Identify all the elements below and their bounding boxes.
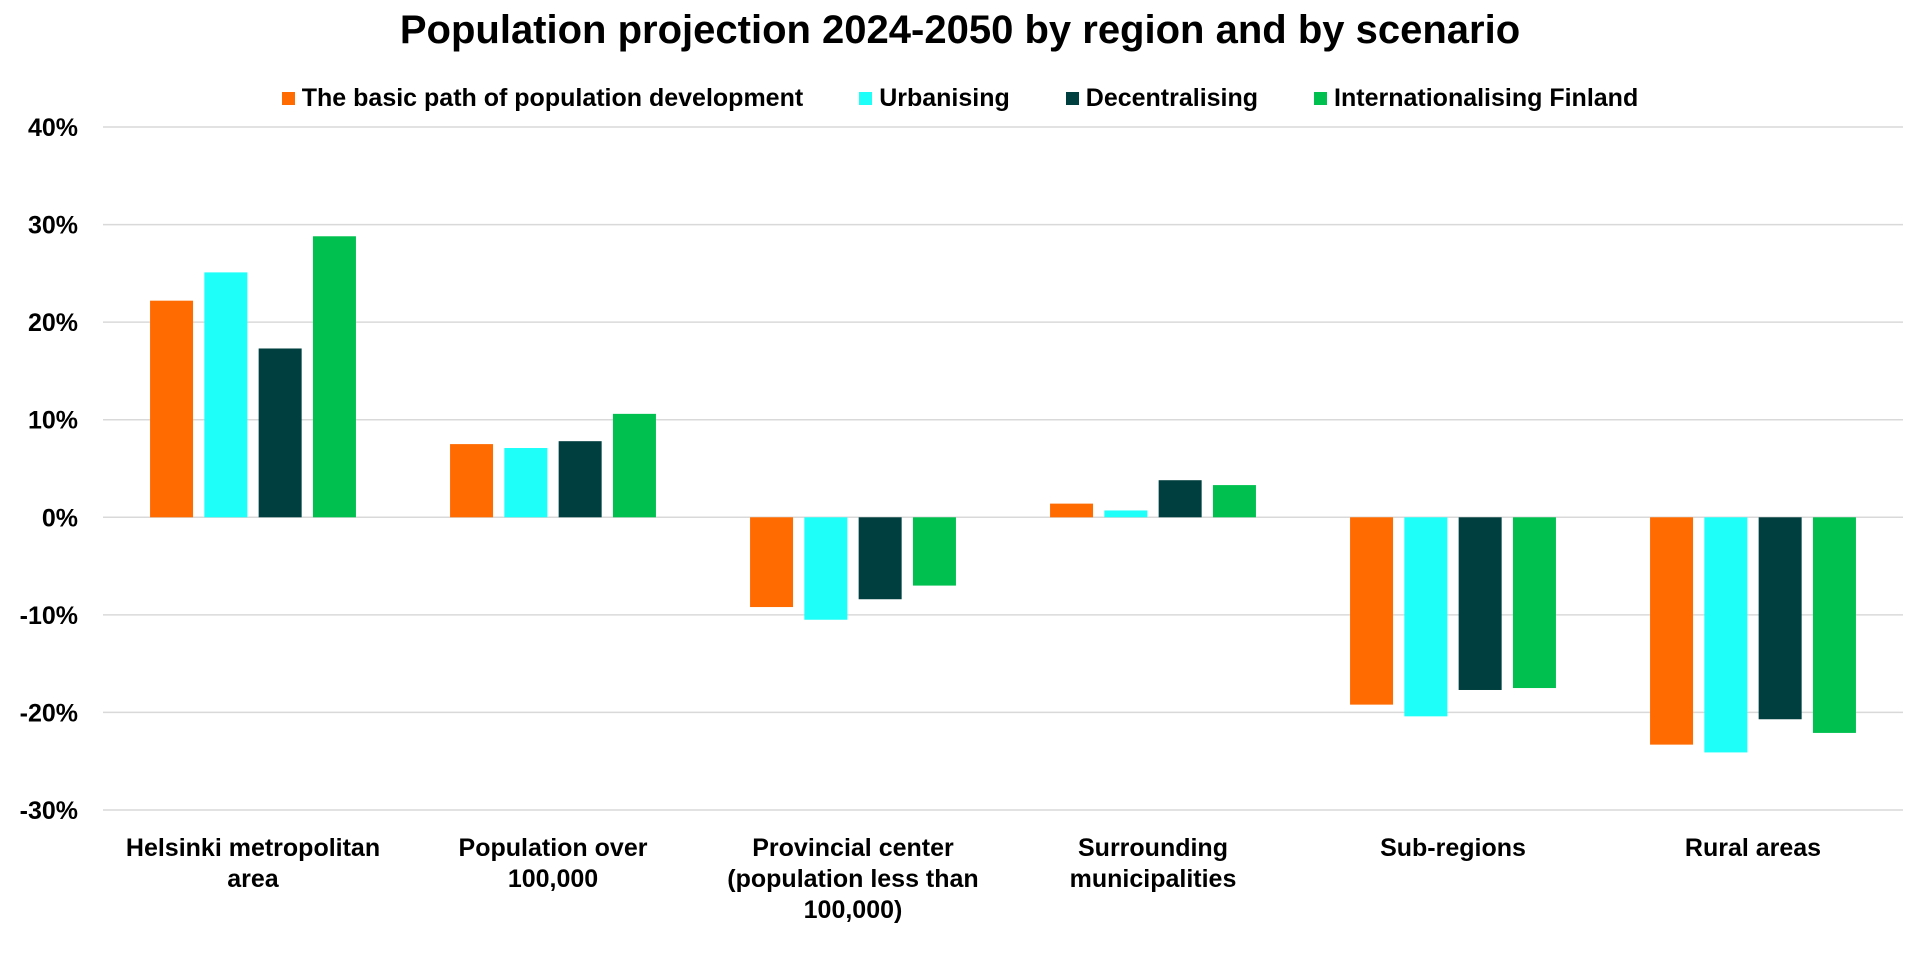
x-tick-label: Sub-regions bbox=[1303, 833, 1603, 864]
bar bbox=[912, 517, 956, 586]
x-tick-label-line: Provincial center bbox=[752, 834, 954, 862]
bar bbox=[450, 444, 494, 518]
bar bbox=[750, 517, 794, 608]
x-tick-label-line: Rural areas bbox=[1684, 834, 1822, 862]
legend-item-internationalising: Internationalising Finland bbox=[1314, 84, 1638, 113]
bar bbox=[1812, 517, 1856, 733]
bar bbox=[804, 517, 848, 620]
bar bbox=[1704, 517, 1748, 753]
x-tick-label-line: 100,000 bbox=[507, 865, 599, 893]
y-tick-label: 0% bbox=[42, 504, 78, 532]
legend-label: Decentralising bbox=[1085, 84, 1259, 112]
legend-item-basic-path: The basic path of population development bbox=[281, 84, 804, 113]
bar bbox=[150, 300, 194, 518]
x-tick-label-line: area bbox=[227, 865, 279, 893]
bar bbox=[1458, 517, 1502, 690]
bar bbox=[558, 441, 602, 518]
x-tick-label-line: Surrounding bbox=[1078, 834, 1228, 862]
y-tick-label: 20% bbox=[28, 309, 78, 337]
legend-item-urbanising: Urbanising bbox=[859, 84, 1010, 113]
legend-swatch bbox=[1065, 92, 1079, 105]
y-axis: -30% -20% -10% 0% 10% 20% 30% 40% bbox=[20, 114, 78, 825]
y-tick-label: 30% bbox=[28, 212, 78, 240]
bar bbox=[1350, 517, 1394, 705]
x-tick-label-line: municipalities bbox=[1069, 865, 1237, 893]
x-tick-label-line: Sub-regions bbox=[1380, 834, 1526, 862]
x-tick-label-line: (population less than bbox=[727, 865, 979, 893]
bar bbox=[312, 236, 356, 518]
legend-label: The basic path of population development bbox=[301, 84, 804, 112]
legend-swatch bbox=[281, 92, 295, 105]
bar bbox=[1512, 517, 1556, 689]
legend-label: Urbanising bbox=[879, 84, 1010, 112]
legend-swatch bbox=[859, 92, 873, 105]
bar bbox=[1212, 485, 1256, 518]
bar bbox=[1104, 510, 1148, 518]
x-tick-label-line: 100,000) bbox=[803, 896, 903, 924]
bar bbox=[612, 413, 656, 518]
bar bbox=[858, 517, 902, 600]
bars bbox=[150, 236, 1856, 753]
x-tick-label: Rural areas bbox=[1603, 833, 1903, 864]
x-tick-label-line: Population over bbox=[458, 834, 648, 862]
legend-item-decentralising: Decentralising bbox=[1065, 84, 1259, 113]
x-tick-label: Provincial center (population less than 10… bbox=[703, 833, 1003, 926]
y-tick-label: -10% bbox=[20, 602, 78, 630]
gridlines bbox=[103, 126, 1903, 811]
y-tick-label: 10% bbox=[28, 407, 78, 435]
bar bbox=[504, 448, 548, 518]
bar bbox=[204, 272, 248, 518]
legend: The basic path of population development… bbox=[0, 84, 1920, 113]
bar bbox=[1758, 517, 1802, 720]
y-tick-label: 40% bbox=[28, 114, 78, 142]
bar bbox=[1404, 517, 1448, 717]
bar bbox=[1158, 480, 1202, 518]
bar bbox=[1650, 517, 1694, 745]
legend-label: Internationalising Finland bbox=[1334, 84, 1639, 112]
bar bbox=[1050, 503, 1094, 518]
x-tick-label: Helsinki metropolitan area bbox=[103, 833, 403, 895]
y-tick-label: -20% bbox=[20, 699, 78, 727]
chart-title: Population projection 2024-2050 by regio… bbox=[399, 8, 1521, 52]
legend-swatch bbox=[1314, 92, 1328, 105]
x-tick-label-line: Helsinki metropolitan bbox=[125, 834, 381, 862]
bar bbox=[258, 348, 302, 518]
x-tick-label: Surrounding municipalities bbox=[1003, 833, 1303, 895]
x-tick-label: Population over 100,000 bbox=[403, 833, 703, 895]
y-tick-label: -30% bbox=[20, 797, 78, 825]
